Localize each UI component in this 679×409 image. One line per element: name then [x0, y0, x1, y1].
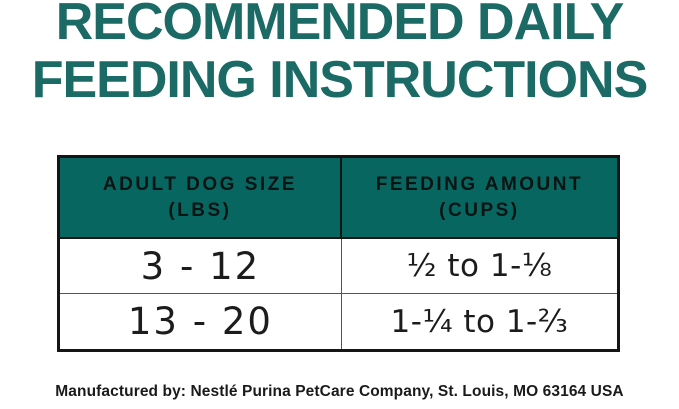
header-feeding-amount-line-1: FEEDING AMOUNT [375, 173, 584, 195]
manufacturer-note: Manufactured by: Nestlé Purina PetCare C… [55, 383, 624, 400]
cell-feeding-amount: ½ to 1-⅛ [341, 239, 617, 294]
header-dog-size-line-2: (LBS) [168, 199, 232, 221]
page-title: RECOMMENDED DAILY FEEDING INSTRUCTIONS [0, 0, 679, 109]
cell-feeding-amount: 1-¼ to 1-⅔ [341, 294, 617, 349]
feeding-table: ADULT DOG SIZE (LBS) FEEDING AMOUNT (CUP… [57, 155, 620, 352]
table-header-row: ADULT DOG SIZE (LBS) FEEDING AMOUNT (CUP… [60, 158, 617, 239]
table-row: 3 - 12 ½ to 1-⅛ [60, 239, 617, 294]
header-feeding-amount-line-2: (CUPS) [439, 199, 520, 221]
header-cell-dog-size: ADULT DOG SIZE (LBS) [60, 158, 342, 239]
page-title-line-1: RECOMMENDED DAILY [55, 0, 625, 51]
cell-dog-size: 13 - 20 [60, 294, 342, 349]
header-cell-feeding-amount: FEEDING AMOUNT (CUPS) [341, 158, 617, 239]
header-dog-size-line-1: ADULT DOG SIZE [102, 173, 297, 195]
table-row: 13 - 20 1-¼ to 1-⅔ [60, 294, 617, 349]
page-title-line-2: FEEDING INSTRUCTIONS [31, 51, 649, 109]
cell-dog-size: 3 - 12 [60, 239, 342, 294]
